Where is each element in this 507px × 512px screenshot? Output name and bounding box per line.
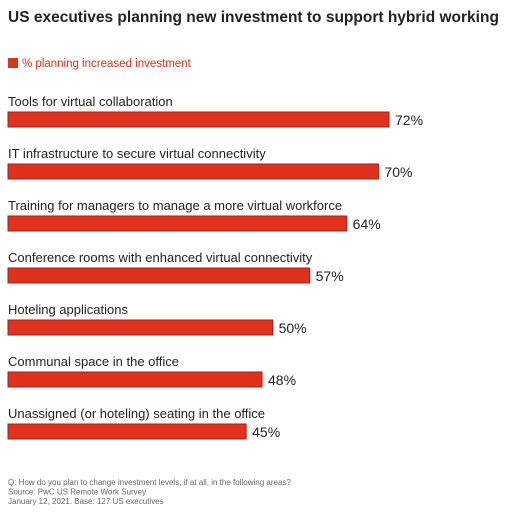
category-label: Hoteling applications: [8, 302, 128, 317]
bar: [7, 163, 379, 180]
chart-title: US executives planning new investment to…: [8, 9, 499, 26]
category-label: Unassigned (or hoteling) seating in the …: [8, 406, 265, 421]
category-label: IT infrastructure to secure virtual conn…: [8, 146, 266, 161]
bar: [7, 319, 274, 336]
category-label: Training for managers to manage a more v…: [8, 198, 342, 213]
bar: [7, 215, 348, 232]
category-label: Communal space in the office: [8, 354, 179, 369]
value-label: 57%: [316, 268, 344, 284]
bar: [7, 371, 263, 388]
category-label: Conference rooms with enhanced virtual c…: [8, 250, 313, 265]
value-label: 45%: [252, 424, 280, 440]
category-label: Tools for virtual collaboration: [8, 94, 173, 109]
value-label: 70%: [384, 164, 412, 180]
bar: [7, 423, 247, 440]
legend-label: % planning increased investment: [22, 58, 192, 70]
value-label: 72%: [395, 112, 423, 128]
footnote: January 12, 2021. Base: 127 US executive…: [8, 497, 164, 506]
bar: [7, 111, 390, 128]
legend-swatch: [8, 58, 18, 68]
footnote: Source: PwC US Remote Work Survey: [8, 488, 146, 497]
value-label: 50%: [279, 320, 307, 336]
footnote: Q: How do you plan to change investment …: [8, 478, 291, 487]
bar: [7, 267, 311, 284]
value-label: 64%: [353, 216, 381, 232]
value-label: 48%: [268, 372, 296, 388]
